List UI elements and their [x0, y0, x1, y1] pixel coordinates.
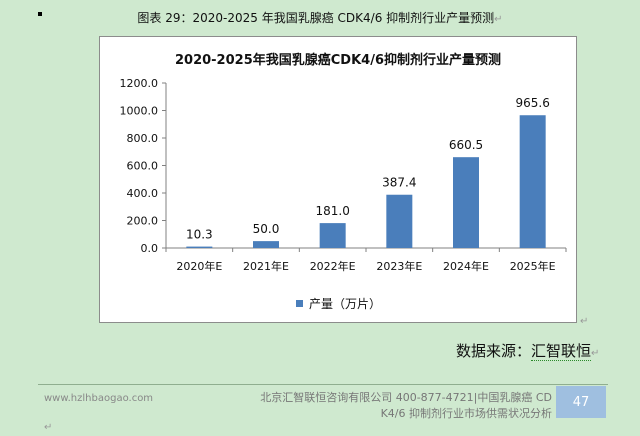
chart-legend: 产量（万片） [296, 295, 381, 312]
footer-line-1: 北京汇智联恒咨询有限公司 400-877-4721|中国乳腺癌 CD [260, 391, 552, 404]
figure-caption-text: 图表 29：2020-2025 年我国乳腺癌 CDK4/6 抑制剂行业产量预测 [137, 11, 495, 25]
paragraph-mark-icon: ↵ [494, 14, 503, 25]
bar [519, 115, 546, 248]
y-tick-label: 1200.0 [120, 77, 159, 90]
legend-label: 产量（万片） [309, 297, 382, 311]
bar [253, 241, 279, 248]
paragraph-mark-icon: ↵ [44, 422, 53, 433]
footer-divider [38, 384, 608, 385]
data-label: 660.5 [449, 138, 483, 152]
legend-swatch [296, 300, 303, 307]
chart-container[interactable]: 2020-2025年我国乳腺癌CDK4/6抑制剂行业产量预测 0.0 200.0 4… [99, 36, 577, 323]
bar [386, 194, 413, 248]
x-tick-label: 2024年E [443, 259, 489, 273]
data-label: 965.6 [515, 96, 549, 110]
x-tick-label: 2020年E [176, 259, 222, 273]
paragraph-mark-icon: ↵ [580, 316, 589, 327]
y-tick-label: 400.0 [127, 187, 159, 200]
y-tick-label: 800.0 [127, 132, 159, 145]
bar-chart: 0.0 200.0 400.0 600.0 800.0 1000.0 1200.0 10.3 2… [120, 77, 567, 273]
paragraph-mark-icon: ↵ [591, 348, 600, 359]
y-tick-label: 600.0 [127, 160, 159, 173]
list-bullet [38, 12, 42, 16]
x-tick-label: 2021年E [243, 259, 289, 273]
data-label: 50.0 [253, 222, 280, 236]
data-label: 10.3 [186, 228, 213, 242]
bar [186, 246, 213, 248]
x-tick-label: 2022年E [310, 259, 356, 273]
data-source: 数据来源：汇智联恒↵ [456, 340, 599, 361]
data-label: 387.4 [382, 176, 416, 190]
page-number: 47 [556, 386, 606, 418]
footer-website: www.hzlhbaogao.com [44, 393, 154, 404]
footer-company: 北京汇智联恒咨询有限公司 400-877-4721|中国乳腺癌 CD K4/6 … [238, 390, 552, 422]
figure-caption: 图表 29：2020-2025 年我国乳腺癌 CDK4/6 抑制剂行业产量预测↵ [0, 9, 640, 26]
chart-title: 2020-2025年我国乳腺癌CDK4/6抑制剂行业产量预测 [174, 53, 501, 68]
data-label: 181.0 [315, 204, 349, 218]
footer-line-2: K4/6 抑制剂行业市场供需状况分析 [380, 407, 552, 420]
y-tick-label: 0.0 [141, 242, 159, 255]
y-tick-label: 1000.0 [120, 105, 159, 118]
bar [319, 223, 346, 248]
bar [453, 157, 479, 248]
x-tick-label: 2025年E [510, 259, 556, 273]
source-name: 汇智联恒 [531, 342, 592, 361]
y-tick-label: 200.0 [127, 215, 159, 228]
x-tick-label: 2023年E [376, 259, 422, 273]
source-label: 数据来源： [456, 342, 532, 360]
